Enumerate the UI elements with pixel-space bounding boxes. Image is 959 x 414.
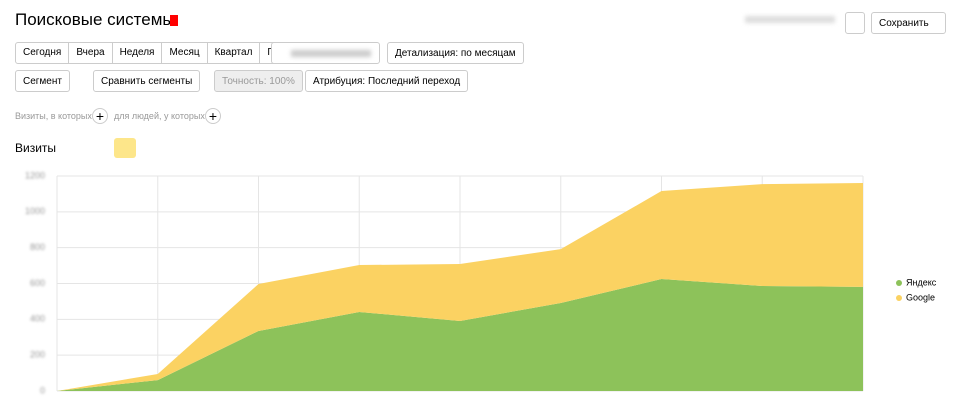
legend-label: Яндекс — [906, 277, 937, 287]
date-range-button[interactable] — [271, 42, 380, 64]
period-group: СегодняВчераНеделяМесяцКварталГод — [15, 42, 292, 64]
compare-button[interactable]: Сравнить сегменты — [93, 70, 201, 92]
legend-marker — [896, 280, 902, 286]
page-title: Поисковые системы — [15, 10, 175, 29]
export-button[interactable] — [845, 12, 865, 34]
add-condition[interactable]: + — [205, 108, 221, 124]
chart-type-selected[interactable] — [114, 138, 136, 158]
y-tick-label: 600 — [30, 278, 45, 288]
period-button[interactable]: Неделя — [111, 42, 163, 64]
y-tick-label: 0 — [40, 385, 45, 395]
detail-button[interactable]: Детализация: по месяцам — [387, 42, 524, 64]
period-button[interactable]: Сегодня — [15, 42, 70, 64]
y-tick-label: 400 — [30, 314, 45, 324]
add-condition[interactable]: + — [92, 108, 108, 124]
save-button[interactable]: Сохранить — [871, 12, 946, 34]
y-tick-label: 200 — [30, 350, 45, 360]
area — [57, 182, 863, 391]
y-tick-label: 800 — [30, 242, 45, 252]
condition-label: для людей, у которых — [114, 111, 205, 121]
chart: 0 200 400 600 800 1000 1200 Яндекс Google — [25, 170, 937, 395]
legend-marker — [896, 295, 902, 301]
period-button[interactable]: Вчера — [68, 42, 113, 64]
period-button[interactable]: Месяц — [161, 42, 208, 64]
attribution-button[interactable]: Атрибуция: Последний переход — [305, 70, 469, 92]
accuracy-button[interactable]: Точность: 100% — [214, 70, 303, 92]
legend-label: Google — [906, 292, 935, 302]
y-tick-label: 1000 — [25, 206, 45, 216]
bookmark-icon[interactable] — [170, 15, 178, 26]
condition-label: Визиты, в которых — [15, 111, 92, 121]
metric-title: Визиты — [15, 141, 57, 155]
y-tick-label: 1200 — [25, 170, 45, 180]
blurred-text — [745, 16, 835, 23]
area — [57, 279, 863, 391]
period-button[interactable]: Квартал — [206, 42, 261, 64]
segment-button[interactable]: Сегмент — [15, 70, 70, 92]
